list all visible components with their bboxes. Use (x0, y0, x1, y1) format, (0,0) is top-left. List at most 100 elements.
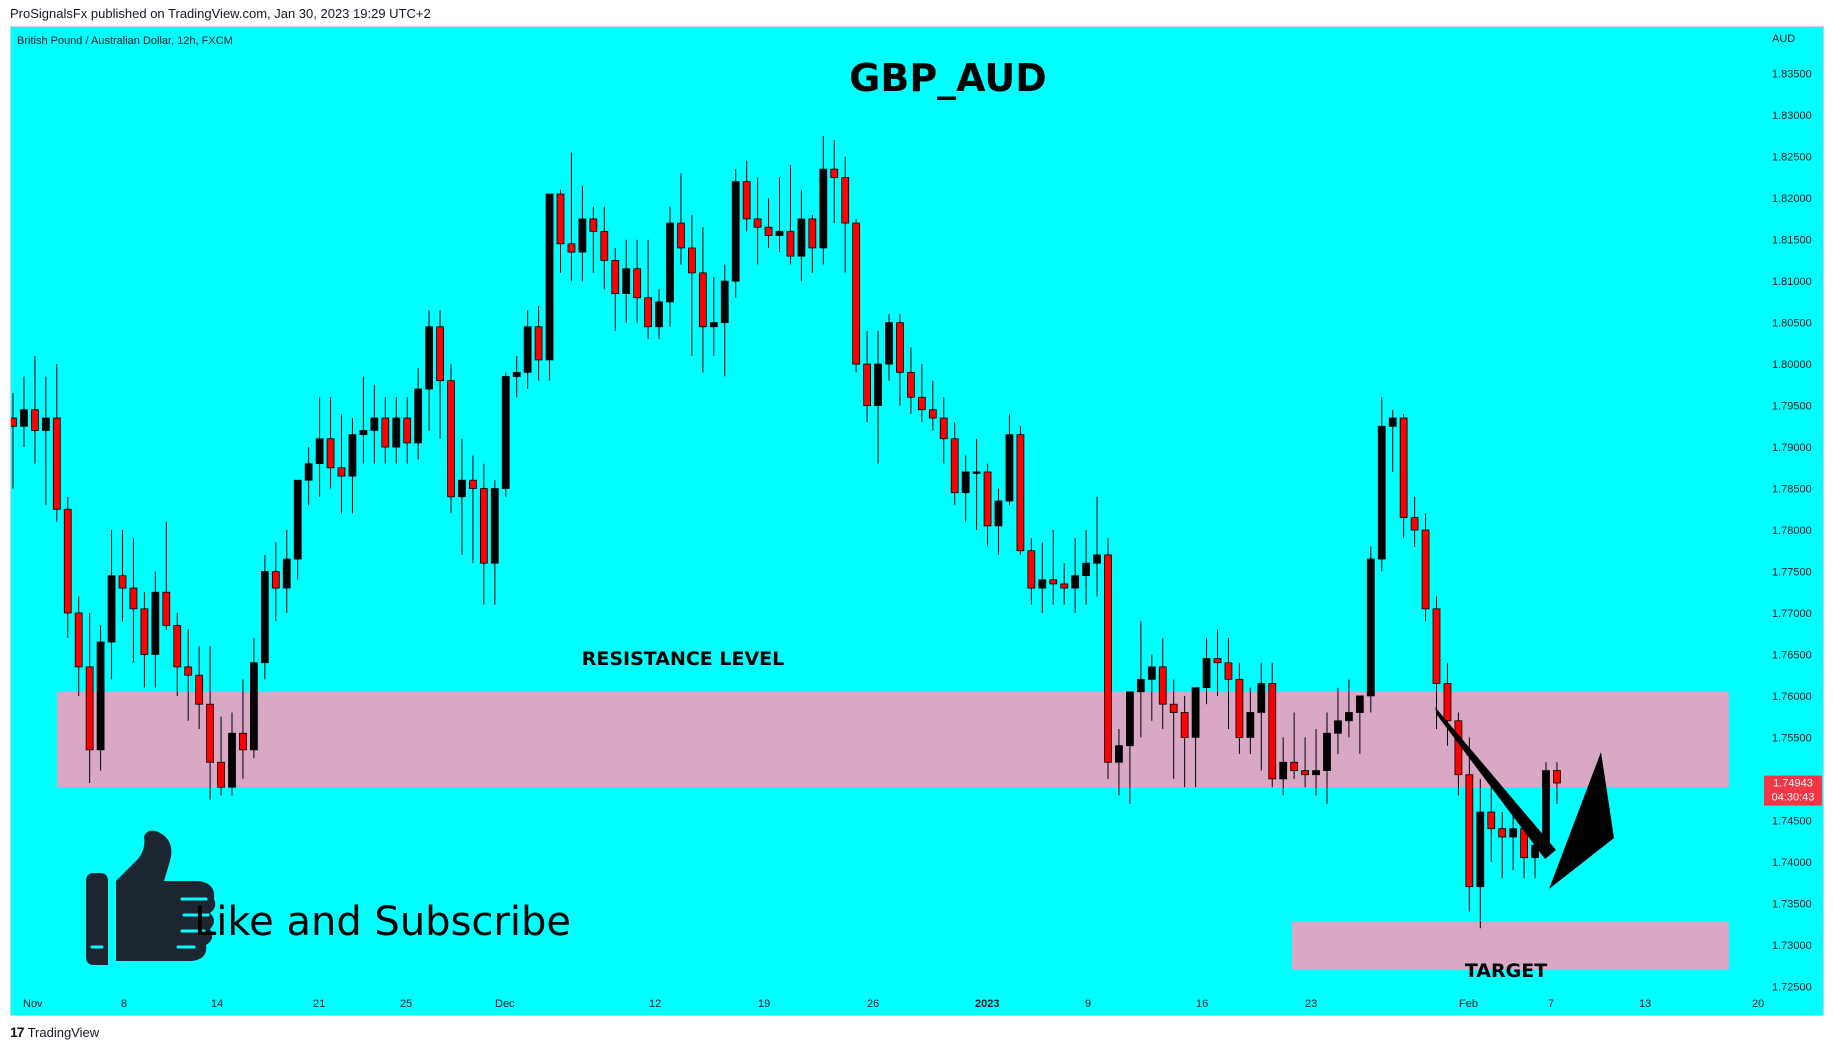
tradingview-logo-icon[interactable]: 17 (10, 1024, 25, 1040)
candle (1158, 637, 1167, 730)
candle (129, 538, 138, 663)
candle-body (1224, 662, 1233, 680)
candle-body (304, 463, 313, 481)
candle (381, 397, 390, 464)
candle (523, 310, 532, 389)
candle-body (1290, 761, 1299, 771)
footer-brand[interactable]: TradingView (27, 1024, 100, 1040)
chart-area[interactable]: 1.83500 1.83000 1.82500 1.82000 1.81500 1.810… (10, 26, 1824, 1016)
y-tick-label: 1.80500 (1772, 318, 1812, 330)
candle-body (677, 222, 685, 249)
x-tick-label: 9 (1085, 998, 1091, 1010)
candle (852, 218, 861, 373)
candle (1246, 687, 1255, 754)
candle-body (994, 500, 1003, 527)
candle (731, 169, 740, 298)
candle-body (403, 417, 412, 444)
candle-body (1454, 720, 1463, 776)
candle (950, 422, 959, 506)
y-tick-label: 1.83500 (1772, 69, 1812, 81)
candle (370, 384, 379, 464)
candle-body (1542, 770, 1550, 846)
candle-body (1498, 828, 1507, 838)
candle-body (939, 417, 948, 440)
candle (677, 173, 685, 265)
candle (458, 438, 466, 555)
candle (30, 355, 39, 464)
candle-body (1476, 811, 1485, 888)
candle (206, 646, 215, 800)
candle (1279, 737, 1288, 796)
candle (1334, 687, 1342, 754)
candle (775, 177, 784, 253)
candle-body (698, 272, 707, 328)
cta-text: Like and Subscribe (194, 899, 571, 945)
last-price-value: 1.74943 (1773, 778, 1813, 790)
candle (1355, 695, 1364, 754)
candle (830, 140, 839, 224)
candle (1104, 538, 1112, 779)
y-tick-label: 1.76500 (1772, 649, 1812, 661)
candle-body (753, 218, 762, 228)
candle-body (808, 218, 817, 249)
candle-body (1038, 579, 1047, 589)
candle-body (1355, 695, 1364, 713)
candle-body (162, 591, 171, 626)
y-tick-label: 1.78000 (1772, 525, 1812, 537)
candle-body (1005, 434, 1014, 502)
candle (885, 314, 893, 381)
y-tick-label: 1.79000 (1772, 442, 1812, 454)
down-arrow-icon (1435, 707, 1614, 889)
candle-body (173, 625, 182, 668)
y-tick-label: 1.77500 (1772, 566, 1812, 578)
candle-body (271, 571, 280, 589)
candle-body (425, 326, 434, 390)
candle-body (337, 467, 346, 477)
candle-body (293, 479, 302, 560)
candle (1290, 712, 1299, 779)
candle-body (1213, 658, 1222, 664)
symbol-label: British Pound / Australian Dollar, 12h, … (17, 35, 233, 47)
candle (403, 397, 412, 464)
candle-body (458, 479, 466, 498)
candle-body (1082, 562, 1090, 577)
candle-body (896, 322, 904, 373)
candle-body (1180, 712, 1189, 738)
candle (479, 463, 488, 605)
candle-body (11, 417, 17, 427)
candle-body (107, 575, 116, 643)
candle-body (30, 409, 39, 431)
candle (863, 330, 871, 423)
candle-body (436, 326, 444, 382)
candle (1388, 409, 1397, 472)
candle-body (1104, 554, 1112, 763)
candle-body (206, 703, 215, 763)
candle (1191, 687, 1200, 788)
candle (1312, 729, 1320, 796)
candle-body (129, 587, 138, 610)
candle (1180, 695, 1189, 788)
candle-body (545, 193, 554, 361)
candle-body (1071, 575, 1080, 589)
candle (501, 372, 510, 497)
candle-body (1027, 550, 1036, 589)
y-tick-label: 1.80000 (1772, 359, 1812, 371)
candle (1399, 413, 1408, 539)
candle-body (1049, 579, 1058, 585)
candle (1049, 530, 1058, 605)
candle-body (688, 247, 696, 274)
candle-body (74, 612, 83, 668)
candle (709, 276, 718, 356)
candle (239, 679, 247, 779)
candlestick-chart[interactable]: 1.83500 1.83000 1.82500 1.82000 1.81500 1.810… (11, 27, 1823, 1015)
candle (1443, 662, 1452, 746)
candle (140, 592, 149, 688)
candle (392, 397, 401, 464)
candle (622, 239, 631, 323)
candle-body (1257, 683, 1266, 713)
candle (907, 347, 915, 414)
candle (720, 264, 729, 377)
candle (20, 376, 28, 448)
candle-body (52, 417, 61, 510)
x-tick-label: Dec (495, 998, 515, 1010)
